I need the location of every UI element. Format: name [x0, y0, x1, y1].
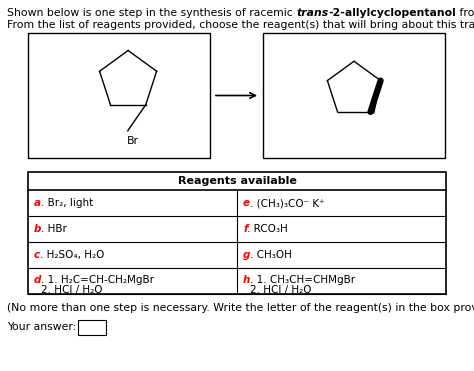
Text: . 1. H₂C=CH-CH₂MgBr: . 1. H₂C=CH-CH₂MgBr — [41, 275, 155, 285]
Text: f: f — [243, 224, 247, 234]
Text: from: from — [456, 8, 474, 18]
Text: trans: trans — [296, 8, 328, 18]
Bar — [263, 33, 445, 158]
Text: . 1. CH₃CH=CHMgBr: . 1. CH₃CH=CHMgBr — [250, 275, 356, 285]
Bar — [28, 33, 210, 158]
Text: g: g — [243, 250, 250, 260]
Text: 2. HCl / H₂O: 2. HCl / H₂O — [41, 285, 103, 295]
Text: b: b — [34, 224, 41, 234]
Text: . (CH₃)₃CO⁻ K⁺: . (CH₃)₃CO⁻ K⁺ — [250, 198, 325, 208]
Text: e: e — [243, 198, 250, 208]
Text: Br: Br — [127, 136, 139, 146]
Text: Your answer:: Your answer: — [7, 322, 76, 332]
Text: . RCO₃H: . RCO₃H — [247, 224, 288, 234]
Text: c: c — [34, 250, 40, 260]
Text: From the list of reagents provided, choose the reagent(s) that will bring about : From the list of reagents provided, choo… — [7, 20, 474, 30]
Text: . CH₃OH: . CH₃OH — [250, 250, 292, 260]
Text: h: h — [243, 275, 250, 285]
Text: . H₂SO₄, H₂O: . H₂SO₄, H₂O — [40, 250, 104, 260]
Text: d: d — [34, 275, 41, 285]
Text: (No more than one step is necessary. Write the letter of the reagent(s) in the b: (No more than one step is necessary. Wri… — [7, 303, 474, 313]
Bar — [28, 172, 446, 294]
Bar — [78, 320, 106, 335]
Text: -2-allylcyclopentanol: -2-allylcyclopentanol — [328, 8, 456, 18]
Text: a: a — [34, 198, 41, 208]
Text: . Br₂, light: . Br₂, light — [41, 198, 93, 208]
Text: Reagents available: Reagents available — [178, 176, 296, 186]
Text: 2. HCl / H₂O: 2. HCl / H₂O — [250, 285, 312, 295]
Text: . HBr: . HBr — [41, 224, 67, 234]
Text: Shown below is one step in the synthesis of racemic: Shown below is one step in the synthesis… — [7, 8, 296, 18]
